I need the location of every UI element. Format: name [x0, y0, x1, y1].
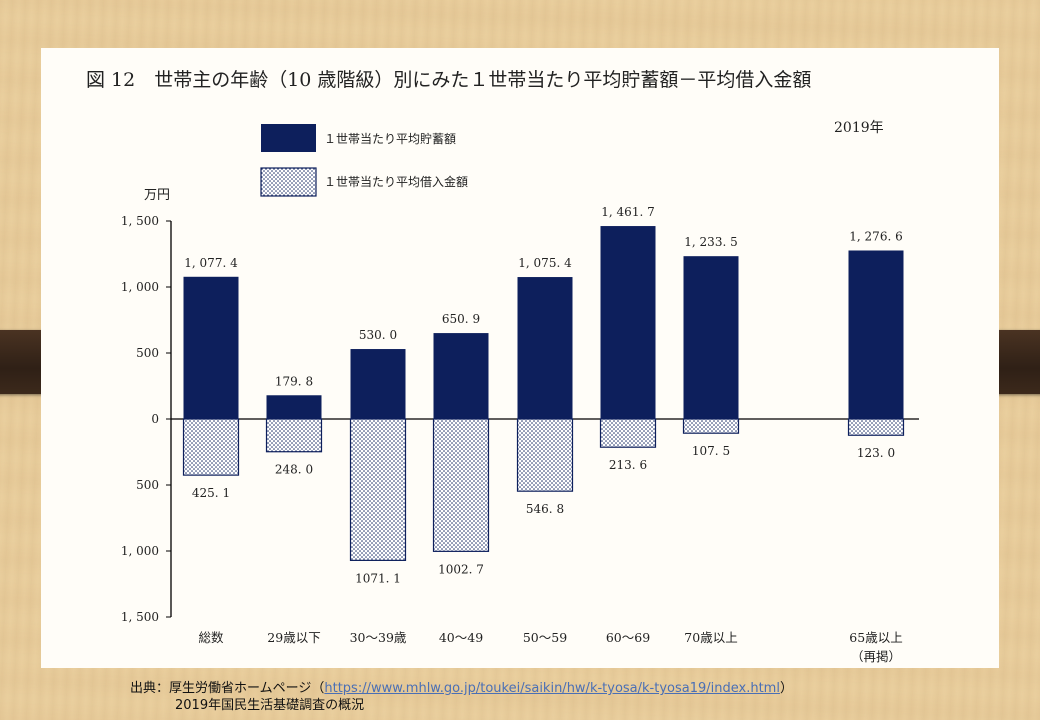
savings-value-label: 1, 077. 4 [184, 256, 238, 270]
chart-title: 図 12 世帯主の年齢（10 歳階級）別にみた１世帯当たり平均貯蓄額－平均借入金… [86, 69, 811, 91]
category-label: 40～49 [439, 630, 483, 645]
savings-value-label: 530. 0 [359, 328, 397, 342]
borrowing-bar [847, 418, 905, 436]
savings-bar [183, 276, 239, 419]
borrowing-value-label: 107. 5 [692, 444, 730, 458]
borrowing-bar [265, 418, 323, 453]
savings-bar [848, 250, 904, 419]
legend-swatch-savings [261, 124, 316, 152]
savings-bar [517, 277, 573, 419]
savings-bar [433, 333, 489, 419]
category-label: 65歳以上 [849, 630, 902, 645]
savings-value-label: 1, 461. 7 [601, 205, 654, 219]
borrowing-value-label: 425. 1 [192, 486, 230, 500]
category-label: 60～69 [606, 630, 650, 645]
y-tick-label: 1, 500 [121, 214, 159, 228]
borrowing-value-label: 546. 8 [526, 502, 564, 516]
category-label: 30～39歳 [350, 630, 407, 645]
y-tick-label: 1, 500 [121, 610, 159, 624]
value-labels: 1, 077. 4 425. 1 総数 179. 8 248. 0 29歳以下 530. 0… [184, 205, 902, 664]
borrowing-bar [182, 418, 240, 476]
savings-value-label: 1, 276. 6 [849, 229, 902, 243]
category-label: 総数 [198, 630, 224, 645]
borrowing-bar [349, 418, 407, 561]
savings-bar [266, 395, 322, 419]
y-tick-label: 0 [151, 412, 159, 426]
source-line2: 2019年国民生活基礎調査の概況 [175, 698, 365, 713]
unit-label: 万円 [144, 188, 170, 203]
source-prefix: 出典：厚生労働省ホームページ（ [130, 681, 325, 696]
savings-value-label: 1, 233. 5 [684, 235, 737, 249]
y-tick-label: 500 [136, 478, 159, 492]
axes: 1, 500 1, 000 500 0 500 1, 000 1, 500 [121, 214, 919, 624]
legend-swatch-borrowing [260, 167, 317, 197]
y-tick-label: 1, 000 [121, 544, 159, 558]
category-label: 29歳以下 [267, 630, 320, 645]
y-tick-label: 500 [136, 346, 159, 360]
savings-value-label: 1, 075. 4 [518, 256, 572, 270]
borrowing-bar [682, 418, 740, 434]
borrowing-value-label: 123. 0 [857, 446, 895, 460]
legend-label-savings: １世帯当たり平均貯蓄額 [324, 132, 456, 146]
borrowing-bar [516, 418, 574, 492]
category-label: 70歳以上 [684, 630, 737, 645]
y-tick-label: 1, 000 [121, 280, 159, 294]
slide-panel: 図 12 世帯主の年齢（10 歳階級）別にみた１世帯当たり平均貯蓄額－平均借入金… [41, 48, 999, 668]
borrowing-value-label: 213. 6 [609, 458, 647, 472]
savings-bar [350, 349, 406, 419]
borrowing-value-label: 248. 0 [275, 463, 313, 477]
borrowing-value-label: 1002. 7 [438, 562, 484, 576]
category-label: 50～59 [523, 630, 567, 645]
source-suffix: ） [779, 681, 793, 696]
savings-value-label: 179. 8 [275, 374, 313, 388]
chart: 図 12 世帯主の年齢（10 歳階級）別にみた１世帯当たり平均貯蓄額－平均借入金… [86, 69, 919, 664]
category-note: （再掲） [851, 649, 901, 664]
source-note: 出典：厚生労働省ホームページ（https://www.mhlw.go.jp/to… [130, 680, 990, 714]
savings-value-label: 650. 9 [442, 312, 480, 326]
bars [182, 226, 905, 561]
borrowing-bar [599, 418, 657, 448]
legend-label-borrowing: １世帯当たり平均借入金額 [324, 174, 468, 189]
year-label: 2019年 [834, 120, 884, 136]
savings-bar [683, 256, 739, 419]
borrowing-value-label: 1071. 1 [355, 571, 401, 585]
borrowing-bar [432, 418, 490, 552]
source-link[interactable]: https://www.mhlw.go.jp/toukei/saikin/hw/… [324, 681, 780, 696]
savings-bar [600, 226, 656, 419]
